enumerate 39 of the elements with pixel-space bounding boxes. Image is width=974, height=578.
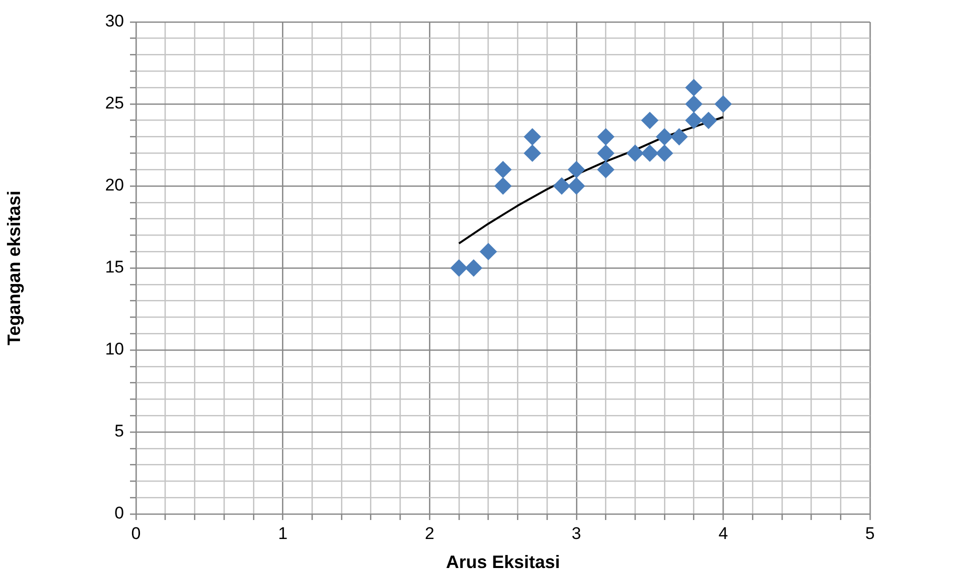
point xyxy=(480,243,497,260)
point xyxy=(553,178,570,194)
point xyxy=(685,112,702,129)
x-tick-label: 1 xyxy=(278,524,288,543)
x-tick-label: 0 xyxy=(131,524,141,543)
y-tick-label: 0 xyxy=(114,504,124,523)
point xyxy=(494,178,512,194)
point xyxy=(465,260,482,276)
point xyxy=(714,96,732,112)
point xyxy=(597,161,614,178)
y-tick-label: 5 xyxy=(114,422,124,441)
point xyxy=(641,112,658,129)
point xyxy=(670,128,688,146)
x-axis-title: Arus Eksitasi xyxy=(446,552,560,572)
point xyxy=(700,112,718,129)
point xyxy=(450,260,468,276)
y-axis-title: Tegangan eksitasi xyxy=(4,190,24,346)
point xyxy=(656,128,673,146)
x-tick-label: 3 xyxy=(572,524,582,543)
point xyxy=(494,161,512,178)
point xyxy=(597,144,614,162)
point xyxy=(641,144,658,162)
point xyxy=(568,178,585,194)
x-tick-label: 4 xyxy=(718,524,728,543)
y-tick-label: 20 xyxy=(105,176,124,195)
y-tick-label: 15 xyxy=(105,258,124,277)
point xyxy=(626,144,644,162)
y-tick-label: 10 xyxy=(105,340,124,359)
point xyxy=(597,128,614,146)
point xyxy=(524,128,541,146)
point xyxy=(524,144,541,162)
point xyxy=(656,144,673,162)
point xyxy=(568,161,585,178)
y-tick-label: 25 xyxy=(105,94,124,113)
point xyxy=(685,96,702,112)
x-tick-label: 5 xyxy=(865,524,875,543)
x-tick-label: 2 xyxy=(424,524,434,543)
y-tick-label: 30 xyxy=(105,12,124,31)
point xyxy=(685,79,702,96)
